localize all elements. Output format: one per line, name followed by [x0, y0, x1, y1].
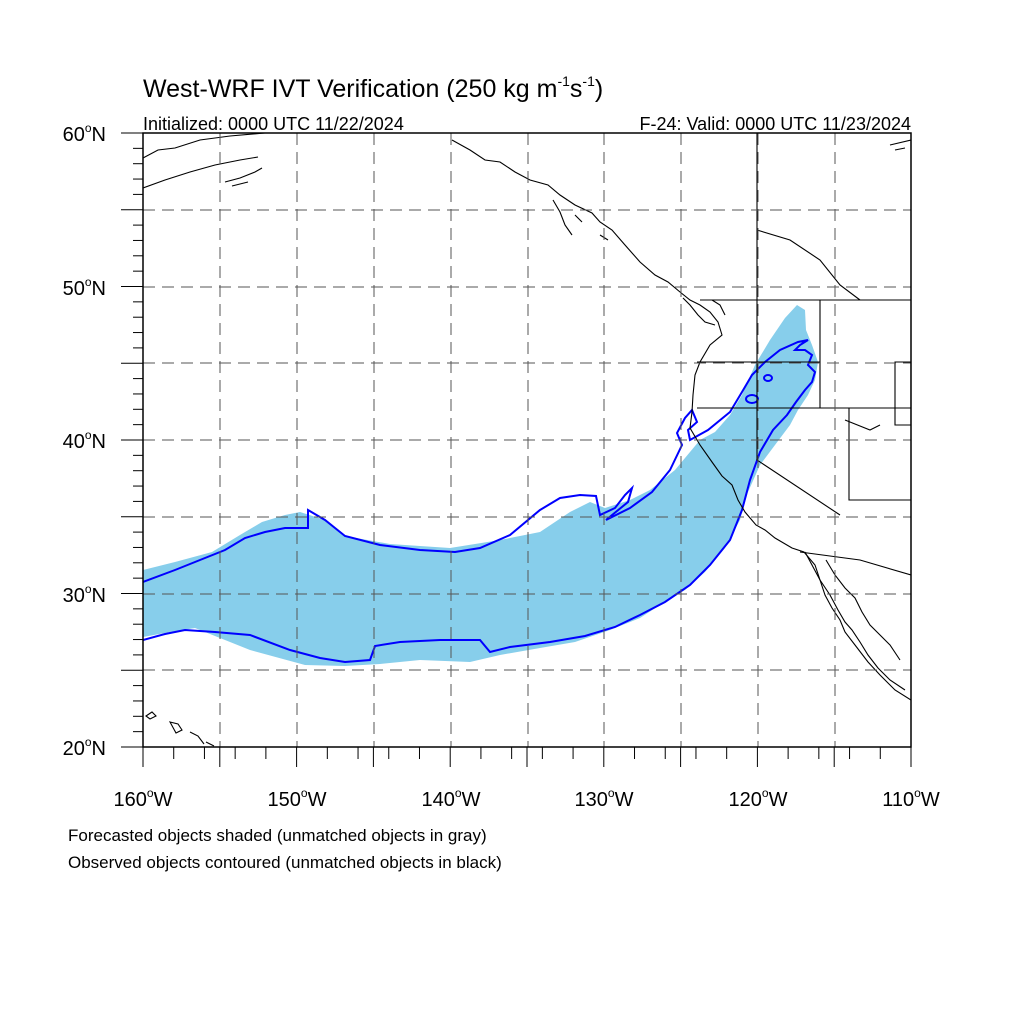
lat-label-40n: 40oN — [63, 428, 106, 453]
legend-forecast-note: Forecasted objects shaded (unmatched obj… — [68, 826, 487, 845]
valid-time-label: F-24: Valid: 0000 UTC 11/23/2024 — [640, 114, 912, 134]
lon-label-150w: 150oW — [268, 786, 327, 811]
lon-label-110w: 110oW — [882, 786, 940, 811]
lon-label-140w: 140oW — [422, 786, 481, 811]
lat-label-50n: 50oN — [63, 275, 106, 300]
init-time-label: Initialized: 0000 UTC 11/22/2024 — [143, 114, 404, 134]
lon-label-160w: 160oW — [114, 786, 173, 811]
graticule — [143, 133, 911, 747]
map-title: West-WRF IVT Verification (250 kg m-1s-1… — [143, 73, 603, 103]
lon-label-130w: 130oW — [575, 786, 634, 811]
observed-contour-island-b — [763, 374, 773, 382]
longitude-labels: 160oW 150oW 140oW 130oW 120oW 110oW — [114, 786, 940, 811]
latitude-labels: 20oN 30oN 40oN 50oN 60oN — [63, 121, 106, 760]
lat-label-60n: 60oN — [63, 121, 106, 146]
legend-observed-note: Observed objects contoured (unmatched ob… — [68, 853, 502, 872]
lat-label-20n: 20oN — [63, 735, 106, 760]
forecast-ivt-object — [143, 305, 818, 666]
axis-ticks — [121, 132, 912, 767]
lon-label-120w: 120oW — [729, 786, 788, 811]
lat-label-30n: 30oN — [63, 582, 106, 607]
